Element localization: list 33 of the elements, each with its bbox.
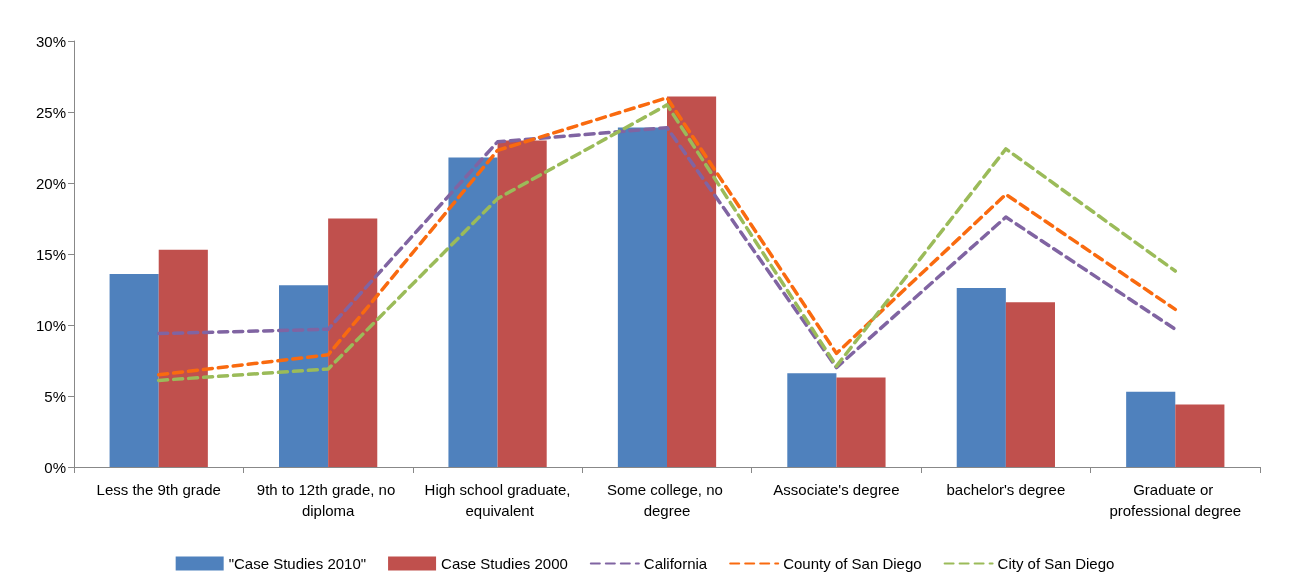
bar (1005, 302, 1055, 467)
bar (328, 218, 378, 467)
bar (1175, 404, 1225, 467)
bar (836, 377, 886, 467)
y-tick-label: 20% (35, 174, 66, 192)
x-tick-label: Some college, no degree (606, 481, 728, 519)
bar (617, 127, 667, 467)
bar (158, 249, 208, 467)
legend-label: City of San Diego (997, 555, 1115, 572)
y-tick-label: 15% (35, 245, 66, 263)
bar (109, 273, 159, 467)
x-tick-label: Associate's degree (773, 481, 900, 498)
y-tick-label: 10% (35, 316, 66, 334)
bar (279, 285, 329, 467)
legend-label: California (643, 555, 708, 572)
legend-label: County of San Diego (783, 555, 922, 572)
bar (956, 288, 1006, 467)
bar (448, 157, 498, 467)
y-tick-label: 5% (44, 387, 66, 405)
bar (497, 140, 547, 467)
bar (787, 373, 837, 467)
bar (1126, 391, 1176, 467)
legend-label: "Case Studies 2010" (228, 555, 367, 572)
x-tick-label: High school graduate, equivalent (424, 481, 571, 519)
bar (667, 96, 717, 467)
y-tick-label: 25% (35, 103, 66, 121)
x-tick-label: bachelor's degree (946, 481, 1066, 498)
y-tick-label: 0% (44, 458, 66, 476)
x-tick-label: Graduate or professional degree (1109, 481, 1242, 519)
x-tick-label: Less the 9th grade (96, 481, 221, 498)
legend-label: Case Studies 2000 (441, 555, 568, 572)
x-tick-label: 9th to 12th grade, no diploma (256, 481, 400, 519)
y-tick-label: 30% (35, 32, 66, 50)
